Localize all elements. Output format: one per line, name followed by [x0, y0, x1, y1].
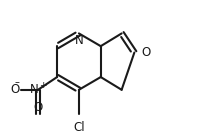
Text: N: N [75, 34, 83, 47]
Text: –: – [15, 78, 20, 87]
Text: Cl: Cl [73, 121, 85, 134]
Text: O: O [33, 101, 43, 114]
Text: O: O [142, 46, 151, 59]
Text: O: O [11, 83, 20, 96]
Text: N: N [30, 83, 39, 96]
Text: +: + [39, 81, 46, 90]
